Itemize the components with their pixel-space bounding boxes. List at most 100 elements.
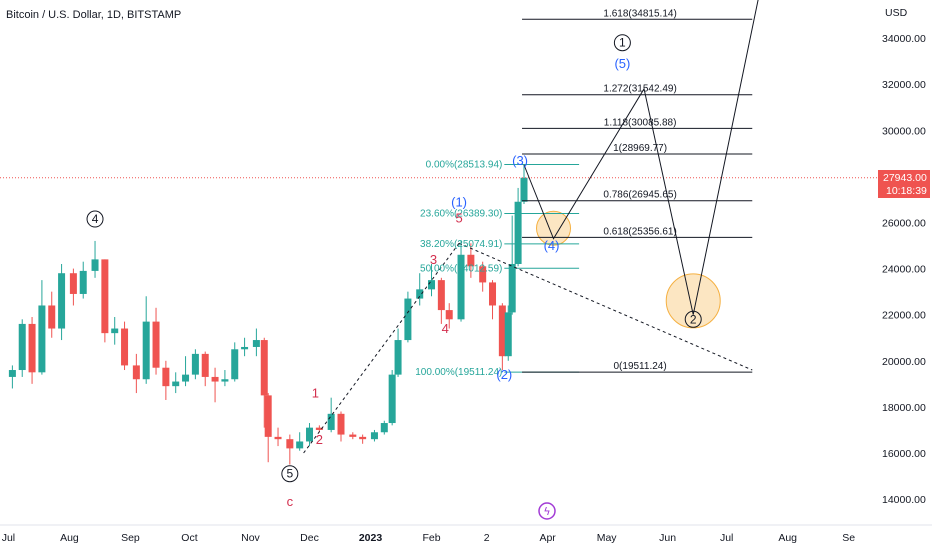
time-tick-label: Aug xyxy=(778,532,797,544)
current-price-tag: 27943.00 10:18:39 xyxy=(878,170,930,198)
bar-countdown: 10:18:39 xyxy=(886,185,927,197)
candle-body xyxy=(306,427,314,442)
candles-group xyxy=(8,164,528,465)
price-tick-label: 30000.00 xyxy=(882,125,926,137)
price-axis[interactable]: USD 34000.0032000.0030000.0028000.002600… xyxy=(878,7,930,506)
candle-body xyxy=(349,434,357,437)
wave-minor-label: (3) xyxy=(512,153,528,168)
candle-body xyxy=(264,395,272,437)
candle-body xyxy=(101,259,109,334)
candle-body xyxy=(388,374,396,424)
wave-circle-marker xyxy=(613,34,631,52)
time-tick-label: Dec xyxy=(300,532,319,544)
candle-body xyxy=(274,436,282,440)
candle-body xyxy=(370,432,378,440)
candle-body xyxy=(508,263,516,313)
candle-body xyxy=(286,439,294,449)
price-tick-label: 18000.00 xyxy=(882,402,926,414)
fib-retracement-label: 50.00%(24012.59) xyxy=(420,263,502,274)
wave-minor-label: (2) xyxy=(496,367,512,382)
wave-4-target-zone xyxy=(536,210,572,246)
price-tick-label: 26000.00 xyxy=(882,218,926,230)
candle-body xyxy=(296,441,304,449)
candle-body xyxy=(221,379,229,382)
candle-body xyxy=(201,353,209,377)
candle-body xyxy=(111,328,119,334)
time-tick-label: Nov xyxy=(241,532,260,544)
events-icon[interactable]: ϟ xyxy=(538,502,556,520)
time-tick-label: Sep xyxy=(121,532,140,544)
candle-body xyxy=(8,370,16,377)
svg-text:ϟ: ϟ xyxy=(543,505,550,518)
wave-2-target-zone xyxy=(665,273,721,329)
candle-body xyxy=(260,340,268,396)
candle-body xyxy=(182,374,190,382)
candle-body xyxy=(231,349,239,380)
candle-body xyxy=(91,259,99,271)
currency-label: USD xyxy=(885,7,908,19)
projected-wave-path xyxy=(523,0,759,315)
candle-body xyxy=(191,353,199,375)
candle-body xyxy=(520,177,528,202)
wave-subminor-label: 5 xyxy=(455,211,462,226)
candle-body xyxy=(404,298,412,341)
candle-body xyxy=(132,365,140,380)
candle-body xyxy=(359,436,367,440)
wave-minor-label: (1) xyxy=(451,194,467,209)
candle-body xyxy=(152,321,160,368)
candle-body xyxy=(121,328,129,366)
candle-body xyxy=(337,413,345,435)
candle-body xyxy=(457,254,465,320)
fib-retracement-label: 23.60%(26389.30) xyxy=(420,209,502,220)
time-tick-label: Se xyxy=(842,532,855,544)
time-tick-label: Jul xyxy=(2,532,15,544)
candle-body xyxy=(38,305,46,373)
time-tick-label: Oct xyxy=(181,532,197,544)
price-tick-label: 22000.00 xyxy=(882,310,926,322)
time-tick-label: Apr xyxy=(539,532,556,544)
fib-extension-label: 1(28969.77) xyxy=(613,143,667,154)
wave-circled-label: 5 xyxy=(286,467,293,481)
time-tick-label: 2 xyxy=(484,532,490,544)
candle-body xyxy=(48,305,56,329)
time-tick-label: May xyxy=(597,532,618,544)
fib-retracement-label: 38.20%(25074.91) xyxy=(420,239,502,250)
price-tick-label: 20000.00 xyxy=(882,356,926,368)
wave-subminor-label: c xyxy=(287,494,294,509)
fib-extension-label: 0.618(25356.61) xyxy=(603,226,676,237)
current-price-value: 27943.00 xyxy=(883,172,927,184)
wave-circled-label: 1 xyxy=(619,36,626,50)
time-axis[interactable]: Jul Aug Sep Oct Nov Dec 2023 Feb 2 Apr May Jun Jul Au… xyxy=(0,524,932,544)
wave-circled-label: 4 xyxy=(92,212,99,226)
candle-body xyxy=(467,254,475,267)
fib-extension-label: 1.618(34815.14) xyxy=(603,8,676,19)
wave-subminor-label: 3 xyxy=(430,252,437,267)
candle-body xyxy=(514,201,522,264)
support-trendline xyxy=(303,242,460,454)
candle-body xyxy=(142,321,150,380)
candle-body xyxy=(69,273,77,294)
candle-body xyxy=(437,280,445,311)
candle-body xyxy=(58,273,66,329)
candle-body xyxy=(211,376,219,382)
resistance-trendline xyxy=(458,242,753,371)
wave-circle-marker xyxy=(86,210,104,228)
candle-body xyxy=(380,423,388,433)
fib-retracement-label: 100.00%(19511.24) xyxy=(415,367,502,378)
candle-body xyxy=(172,381,180,387)
time-tick-label: Aug xyxy=(60,532,79,544)
candle-body xyxy=(489,282,497,306)
chart-title: Bitcoin / U.S. Dollar, 1D, BITSTAMP xyxy=(6,9,182,21)
candle-body xyxy=(79,270,87,294)
candle-body xyxy=(28,323,36,373)
candle-body xyxy=(252,340,260,347)
candle-body xyxy=(327,413,335,430)
price-tick-label: 32000.00 xyxy=(882,79,926,91)
candle-body xyxy=(428,280,436,290)
wave-circle-marker xyxy=(684,310,702,328)
fib-extension-label: 0.786(26945.65) xyxy=(603,190,676,201)
wave-circled-label: 2 xyxy=(690,312,697,326)
candle-body xyxy=(394,340,402,375)
fib-extension-label: 1.272(31542.49) xyxy=(603,84,676,95)
